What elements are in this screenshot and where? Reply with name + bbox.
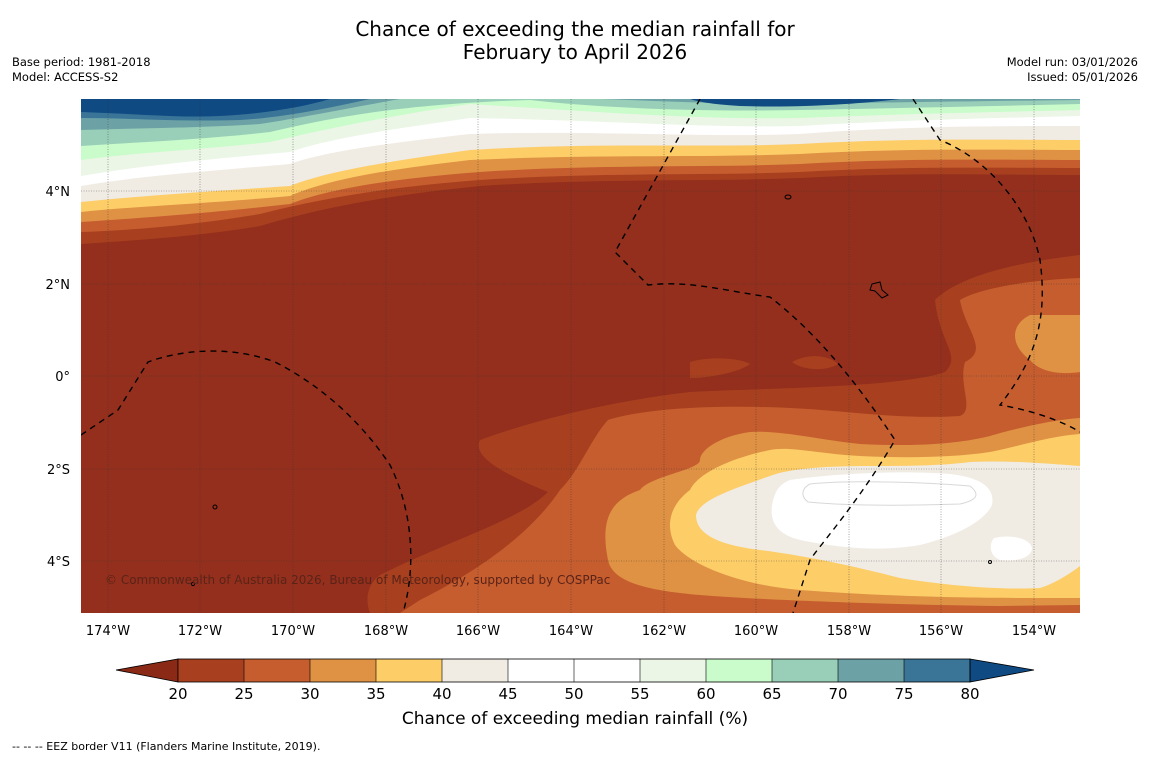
island-jarvis bbox=[784, 194, 792, 200]
map-title: Chance of exceeding the median rainfall … bbox=[0, 18, 1150, 64]
colorbar-tick: 65 bbox=[762, 685, 781, 703]
run-info: Model run: 03/01/2026 Issued: 05/01/2026 bbox=[1007, 55, 1138, 85]
title-line-1: Chance of exceeding the median rainfall … bbox=[355, 17, 795, 41]
colorbar-tick: 40 bbox=[432, 685, 451, 703]
colorbar-tick: 20 bbox=[168, 685, 187, 703]
band-25-30-patch-a bbox=[690, 358, 750, 378]
lon-label: 162°W bbox=[642, 624, 686, 639]
colorbar-segment-30-35 bbox=[310, 659, 376, 682]
lat-label: 2°S bbox=[47, 463, 70, 478]
lon-label: 164°W bbox=[549, 624, 593, 639]
colorbar-tick: 45 bbox=[498, 685, 517, 703]
lon-label: 170°W bbox=[271, 624, 315, 639]
islands bbox=[190, 194, 992, 587]
model-name: Model: ACCESS-S2 bbox=[12, 70, 119, 84]
longitude-labels: 174°W 172°W 170°W 168°W 166°W 164°W 162°… bbox=[86, 624, 1056, 639]
lat-label: 4°S bbox=[47, 555, 70, 570]
island-atoll-b bbox=[190, 581, 196, 587]
issued-date: Issued: 05/01/2026 bbox=[1027, 70, 1138, 84]
colorbar-segment-55-60 bbox=[640, 659, 706, 682]
colorbar-tick: 75 bbox=[894, 685, 913, 703]
colorbar-tick: 55 bbox=[630, 685, 649, 703]
lat-label: 2°N bbox=[46, 278, 71, 293]
band-45-50-south bbox=[771, 472, 1032, 561]
model-info: Base period: 1981-2018 Model: ACCESS-S2 bbox=[12, 55, 151, 85]
colorbar-tick: 25 bbox=[234, 685, 253, 703]
lat-label: 4°N bbox=[46, 185, 71, 200]
colorbar-segment-70-75 bbox=[838, 659, 904, 682]
colorbar-tick: 80 bbox=[960, 685, 979, 703]
colorbar-segment-75-80 bbox=[904, 659, 970, 682]
colorbar-ticks: 20 25 30 35 40 45 50 55 60 65 70 75 80 bbox=[168, 685, 979, 703]
lat-label: 0° bbox=[55, 370, 70, 385]
colorbar-segment-65-70 bbox=[772, 659, 838, 682]
lon-label: 156°W bbox=[919, 624, 963, 639]
lon-label: 158°W bbox=[827, 624, 871, 639]
title-line-2: February to April 2026 bbox=[462, 40, 688, 64]
colorbar-segment-45-50 bbox=[508, 659, 574, 682]
copyright-notice: © Commonwealth of Australia 2026, Bureau… bbox=[105, 573, 610, 587]
eez-border-line-islands-east bbox=[912, 99, 1080, 433]
colorbar-segment-40-45 bbox=[442, 659, 508, 682]
latitude-labels: 4°N 2°N 0° 2°S 4°S bbox=[46, 185, 71, 570]
island-kiritimati bbox=[869, 281, 889, 299]
base-period: Base period: 1981-2018 bbox=[12, 55, 151, 69]
eez-border-kiribati-west bbox=[81, 350, 412, 613]
band-gt80-north bbox=[81, 99, 900, 117]
island-atoll-a bbox=[212, 504, 218, 510]
colorbar-tick: 70 bbox=[828, 685, 847, 703]
lon-label: 168°W bbox=[364, 624, 408, 639]
island-atoll-c bbox=[988, 560, 992, 564]
colorbar-title: Chance of exceeding median rainfall (%) bbox=[401, 709, 749, 729]
colorbar-segment-35-40 bbox=[376, 659, 442, 682]
lon-label: 166°W bbox=[456, 624, 500, 639]
colorbar-tick: 60 bbox=[696, 685, 715, 703]
lon-label: 154°W bbox=[1012, 624, 1056, 639]
colorbar-tick: 35 bbox=[366, 685, 385, 703]
band-25-30-patch-b bbox=[792, 356, 838, 370]
model-run-date: Model run: 03/01/2026 bbox=[1006, 55, 1138, 69]
colorbar-tick: 50 bbox=[564, 685, 583, 703]
colorbar-segment-60-65 bbox=[706, 659, 772, 682]
graticule bbox=[81, 99, 1080, 613]
map-plot-area[interactable]: © Commonwealth of Australia 2026, Bureau… bbox=[81, 99, 1080, 613]
colorbar-high-extension bbox=[969, 658, 1035, 683]
colorbar: 20 25 30 35 40 45 50 55 60 65 70 75 80 bbox=[115, 658, 1035, 703]
colorbar-low-extension bbox=[115, 658, 179, 683]
lon-label: 174°W bbox=[86, 624, 130, 639]
colorbar-segment-20-25 bbox=[178, 659, 244, 682]
band-50-55-south bbox=[802, 481, 977, 506]
colorbar-dividers bbox=[243, 659, 905, 682]
eez-borders bbox=[81, 99, 1080, 613]
lon-label: 172°W bbox=[178, 624, 222, 639]
colorbar-segment-25-30 bbox=[244, 659, 310, 682]
colorbar-segment-50-55 bbox=[574, 659, 640, 682]
eez-legend-note: -- -- -- EEZ border V11 (Flanders Marine… bbox=[12, 740, 321, 753]
lon-label: 160°W bbox=[734, 624, 778, 639]
colorbar-tick: 30 bbox=[300, 685, 319, 703]
